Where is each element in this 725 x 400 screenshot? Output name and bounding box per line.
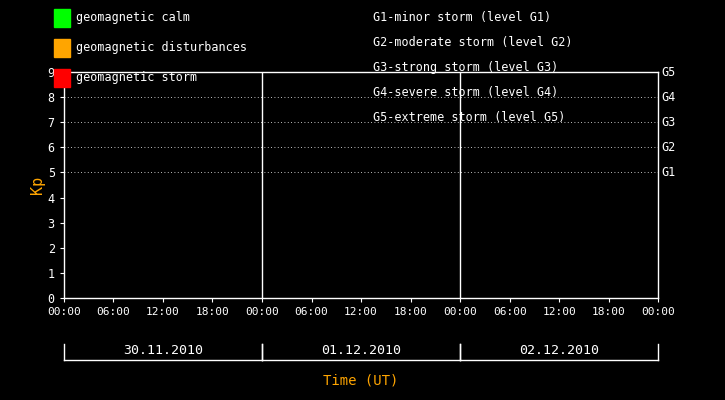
Text: G5-extreme storm (level G5): G5-extreme storm (level G5) [373, 111, 566, 124]
Text: G5: G5 [661, 66, 676, 78]
Text: G2-moderate storm (level G2): G2-moderate storm (level G2) [373, 36, 573, 49]
Text: G4: G4 [661, 91, 676, 104]
Y-axis label: Kp: Kp [30, 176, 45, 194]
Text: 01.12.2010: 01.12.2010 [321, 344, 401, 356]
Text: G2: G2 [661, 141, 676, 154]
Text: geomagnetic disturbances: geomagnetic disturbances [76, 42, 247, 54]
Text: geomagnetic storm: geomagnetic storm [76, 72, 197, 84]
Text: G1: G1 [661, 166, 676, 179]
Text: 02.12.2010: 02.12.2010 [519, 344, 600, 356]
Text: 30.11.2010: 30.11.2010 [123, 344, 203, 356]
Text: geomagnetic calm: geomagnetic calm [76, 12, 190, 24]
Text: G3-strong storm (level G3): G3-strong storm (level G3) [373, 61, 559, 74]
Text: Time (UT): Time (UT) [323, 373, 399, 387]
Text: G4-severe storm (level G4): G4-severe storm (level G4) [373, 86, 559, 99]
Text: G3: G3 [661, 116, 676, 129]
Text: G1-minor storm (level G1): G1-minor storm (level G1) [373, 12, 552, 24]
